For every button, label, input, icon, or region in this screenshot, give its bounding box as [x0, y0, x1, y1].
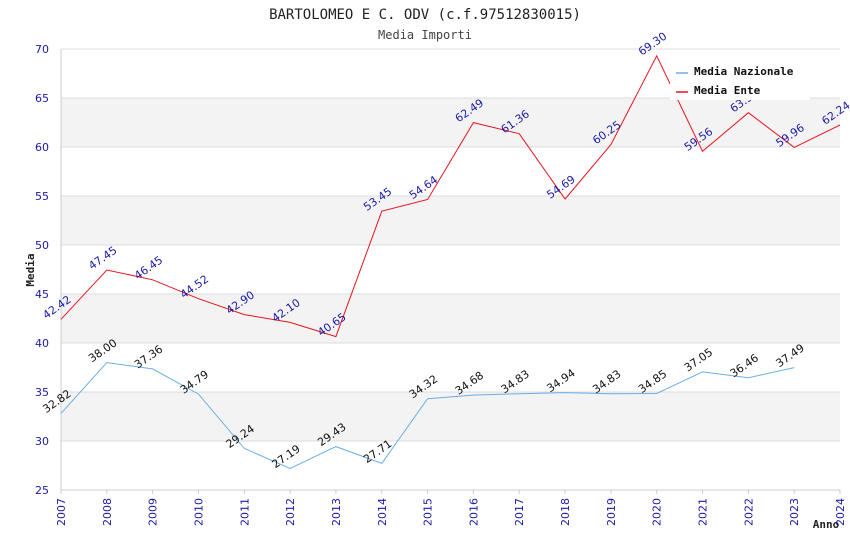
legend-background [670, 58, 810, 100]
x-tick-label: 2008 [101, 498, 114, 526]
y-tick-label: 60 [35, 141, 49, 154]
series-line-ente [60, 54, 841, 338]
legend-label-ente: Media Ente [694, 84, 761, 97]
y-tick-labels: 25 30 35 40 45 50 55 60 65 70 [35, 43, 49, 497]
data-label: 46.45 [132, 254, 165, 283]
x-tick-label: 2007 [55, 498, 68, 526]
y-tick-label: 65 [35, 92, 49, 105]
x-tick-label: 2021 [697, 498, 710, 526]
data-label: 37.36 [132, 343, 165, 372]
x-tick-label: 2012 [284, 498, 297, 526]
x-tick-label: 2014 [376, 498, 389, 526]
chart-title: BARTOLOMEO E C. ODV (c.f.97512830015) [269, 7, 581, 23]
grid-band [61, 392, 840, 441]
x-tick-label: 2024 [834, 498, 847, 526]
data-label: 37.05 [682, 346, 715, 375]
grid-bands [61, 98, 840, 441]
x-tick-label: 2020 [651, 498, 664, 526]
x-tick-label: 2018 [559, 498, 572, 526]
y-tick-label: 45 [35, 288, 49, 301]
series-lines [60, 54, 841, 470]
x-tick-label: 2022 [742, 498, 755, 526]
legend: Media Nazionale Media Ente [670, 58, 810, 100]
axes [60, 49, 841, 494]
x-tick-labels: 2007 2008 2009 2010 2011 2012 2013 2014 2015 2016… [55, 498, 847, 526]
series-line-nazionale [60, 362, 795, 470]
x-axis-label: Anno [813, 518, 840, 531]
x-tick-label: 2023 [788, 498, 801, 526]
legend-label-nazionale: Media Nazionale [694, 65, 794, 78]
data-label: 37.49 [774, 341, 807, 370]
y-tick-label: 40 [35, 337, 49, 350]
x-tick-label: 2013 [330, 498, 343, 526]
y-tick-label: 30 [35, 435, 49, 448]
x-tick-label: 2017 [513, 498, 526, 526]
x-tick-label: 2010 [192, 498, 205, 526]
y-tick-label: 70 [35, 43, 49, 56]
x-tick-label: 2009 [147, 498, 160, 526]
x-tick-label: 2019 [605, 498, 618, 526]
chart-subtitle: Media Importi [378, 28, 472, 42]
x-tick-label: 2016 [467, 498, 480, 526]
data-label: 34.94 [544, 366, 577, 395]
y-tick-label: 50 [35, 239, 49, 252]
grid-lines [61, 48, 840, 491]
x-tick-label: 2011 [238, 498, 251, 526]
grid-band [61, 294, 840, 343]
y-axis-label: Media [24, 253, 37, 286]
data-label: 69.30 [636, 30, 669, 59]
data-label: 47.45 [86, 244, 119, 273]
y-tick-label: 25 [35, 484, 49, 497]
y-tick-label: 55 [35, 190, 49, 203]
grid-band [61, 98, 840, 147]
x-tick-label: 2015 [422, 498, 435, 526]
grid-band [61, 196, 840, 245]
y-tick-label: 35 [35, 386, 49, 399]
